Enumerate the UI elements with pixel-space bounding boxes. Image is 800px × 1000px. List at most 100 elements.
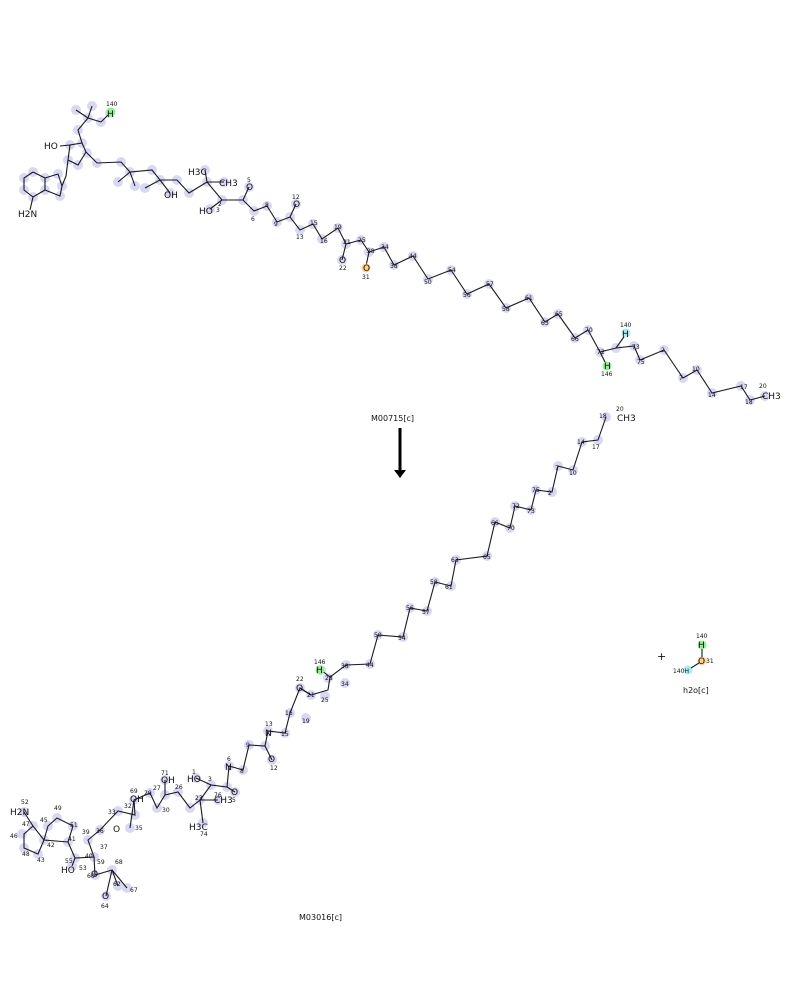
product-num-64: 64 [101, 903, 109, 910]
product-num-69: 69 [130, 788, 138, 795]
product-label-o12: O [268, 755, 275, 765]
reactant-num-66: 66 [571, 336, 579, 343]
product-num-67: 67 [130, 887, 138, 894]
product-num-39: 39 [82, 829, 90, 836]
product-num-68: 68 [115, 859, 123, 866]
reactant-num-65: 65 [555, 311, 563, 318]
product-label-ho1: HO [187, 775, 201, 785]
reactant-num-56: 56 [463, 292, 471, 299]
reactant-label-o31: O [363, 264, 370, 274]
product-num-7: 7 [555, 465, 559, 472]
product-bonds [23, 416, 607, 897]
product-num-36: 36 [96, 828, 104, 835]
product-num-42: 42 [47, 842, 55, 849]
reactant-num-38: 38 [390, 263, 398, 270]
product-num-61: 61 [445, 584, 453, 591]
product-num-63: 63 [451, 557, 459, 564]
product-num-10: 10 [569, 470, 577, 477]
product-num-37: 37 [100, 844, 108, 851]
product-num-49: 49 [54, 805, 62, 812]
reactant-label-ch3: CH3 [219, 179, 238, 189]
product-label: M03016[c] [299, 913, 342, 922]
product-num-48: 48 [22, 851, 30, 858]
reactant-num-31: 31 [362, 274, 370, 281]
reactant-num-2: 2 [218, 201, 222, 208]
reactant-num-15: 15 [310, 220, 318, 227]
water-h-highlight [697, 640, 707, 650]
product-label-o64: O [102, 892, 109, 902]
product-atom-numbers: 18 20 14 17 10 7 75 2 72 73 66 70 65 63 … [10, 406, 624, 910]
reactant-num-58: 58 [502, 306, 510, 313]
reactant-num-5: 5 [247, 177, 251, 184]
reactant-num-50: 50 [424, 279, 432, 286]
product-num-54: 54 [398, 635, 406, 642]
product-label-ch3-76: CH3 [214, 796, 233, 806]
product-label-oh71: OH [161, 776, 175, 786]
product-num-18: 18 [599, 413, 607, 420]
product-label-o5: O [231, 788, 238, 798]
reactant-num-63: 63 [541, 320, 549, 327]
reactant-num-19: 19 [334, 224, 342, 231]
reactant-h140b-highlight [621, 328, 631, 338]
water-label-140h: 140H [673, 668, 689, 675]
product-num-56: 56 [406, 605, 414, 612]
product-num-21: 21 [307, 692, 315, 699]
product-num-75: 75 [532, 487, 540, 494]
reactant-num-2b: 2 [661, 347, 665, 354]
product-num-47: 47 [22, 821, 30, 828]
reactant-num-12: 12 [292, 194, 300, 201]
product-num-13: 13 [265, 721, 273, 728]
reactant-label-o12: O [293, 200, 300, 210]
product-num-45: 45 [40, 817, 48, 824]
reactant-label-h2n: H2N [18, 210, 37, 220]
product-num-16: 16 [285, 710, 293, 717]
product-label-h146: H [316, 666, 323, 676]
product-num-12: 12 [270, 765, 278, 772]
reactant-label-h140b: H [622, 330, 629, 340]
reactant-label-h146: H [604, 362, 611, 372]
product-atom-labels: CH3 H O N O HO N O CH3 H3C OH OH H2N HO … [10, 414, 636, 902]
product-num-34: 34 [341, 681, 349, 688]
reactant-num-34: 34 [381, 244, 389, 251]
reactant-o31-highlight [361, 263, 371, 273]
product-label-o22: O [296, 684, 303, 694]
reactant-num-22: 22 [339, 265, 347, 272]
product-num-60: 60 [87, 873, 95, 880]
product-num-38: 38 [341, 663, 349, 670]
product-num-57: 57 [422, 609, 430, 616]
water-num-31: 31 [706, 658, 714, 665]
product-num-25: 25 [321, 697, 329, 704]
product-label-oh69: OH [130, 795, 144, 805]
product-num-8: 8 [240, 768, 244, 775]
reactant-atom-halos [19, 101, 770, 405]
reactant-num-18: 18 [745, 399, 753, 406]
reactant-num-57: 57 [486, 281, 494, 288]
reactant-num-73: 73 [632, 344, 640, 351]
reactant-num-25: 25 [358, 237, 366, 244]
product-num-65: 65 [483, 554, 491, 561]
product-num-30: 30 [162, 807, 170, 814]
reactant-label-h3c: H3C [188, 168, 207, 178]
reactant-num-140a: 140 [106, 101, 118, 108]
product-num-70: 70 [507, 525, 515, 532]
product-num-28: 28 [325, 675, 333, 682]
product-num-35: 35 [135, 825, 143, 832]
product-label-h3c: H3C [189, 823, 208, 833]
product-num-22: 22 [296, 676, 304, 683]
product-num-76: 76 [214, 792, 222, 799]
product-num-72: 72 [512, 503, 520, 510]
product-num-19: 19 [302, 718, 310, 725]
product-num-53: 53 [79, 865, 87, 872]
reactant-num-146: 146 [601, 371, 613, 378]
product-num-3: 3 [208, 776, 212, 783]
reactant-num-16: 16 [320, 238, 328, 245]
product-num-40: 40 [85, 853, 93, 860]
product-num-17: 17 [592, 444, 600, 451]
product-atom-halos [17, 412, 611, 901]
product-num-43: 43 [37, 857, 45, 864]
product-num-59: 59 [97, 859, 105, 866]
reactant-num-20: 20 [759, 383, 767, 390]
product-molecule: CH3 H O N O HO N O CH3 H3C OH OH H2N HO … [10, 406, 636, 910]
water-molecule: 140 H O 31 140H [673, 633, 714, 675]
